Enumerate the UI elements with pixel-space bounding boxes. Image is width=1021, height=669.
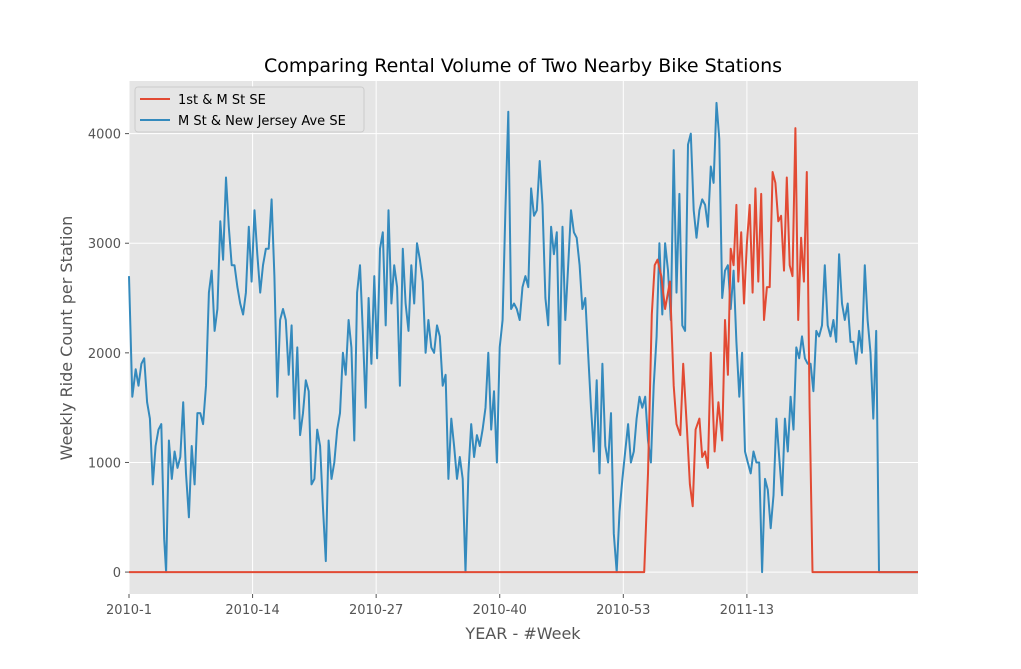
series-lines [128,101,918,574]
x-axis-ticks: 2010-1 2010-14 2010-27 2010-40 2010-53 2011-1… [106,594,774,618]
chart-title: Comparing Rental Volume of Two Nearby Bi… [264,55,782,77]
legend-box [134,86,365,133]
y-tick-label: 4000 [88,128,121,143]
x-tick-label: 2010-40 [473,603,527,618]
x-tick-label: 2010-1 [106,603,152,618]
plot-background [129,81,918,594]
y-axis-label: Weekly Ride Count per Station [57,216,76,461]
y-axis-ticks: 0 1000 2000 3000 4000 [88,128,129,581]
legend-label-series-1: 1st & M St SE [178,93,266,108]
y-tick-label: 1000 [88,456,121,471]
series-line-1 [129,127,918,574]
legend: 1st & M St SE M St & New Jersey Ave SE [134,86,365,133]
series-line-2 [128,101,918,574]
y-tick-label: 0 [113,566,121,581]
x-tick-label: 2010-53 [596,603,650,618]
x-tick-label: 2010-14 [225,603,279,618]
y-tick-label: 3000 [88,237,121,252]
x-axis-label: YEAR - #Week [464,624,581,643]
y-tick-label: 2000 [88,347,121,362]
x-tick-label: 2011-13 [720,603,774,618]
legend-label-series-2: M St & New Jersey Ave SE [178,114,346,129]
x-tick-label: 2010-27 [349,603,403,618]
